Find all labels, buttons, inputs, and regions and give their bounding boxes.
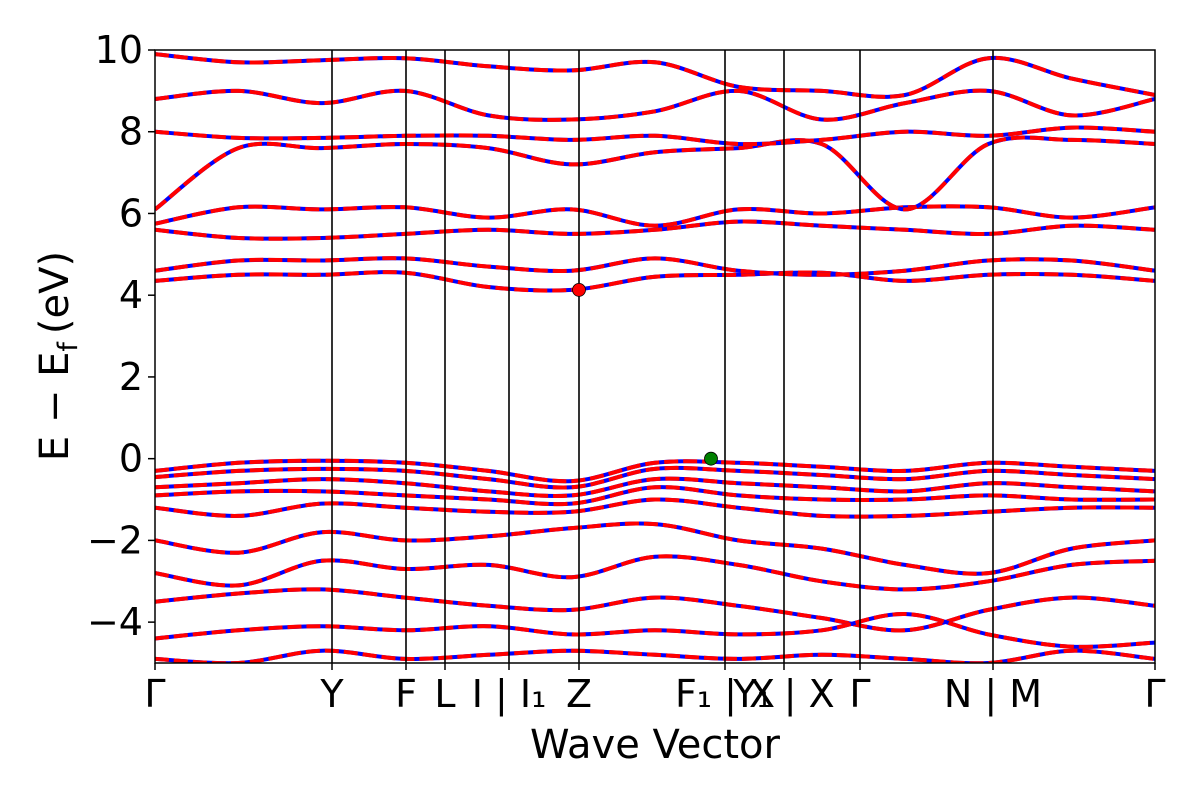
band-line-down [155,204,1155,228]
band-line-down [155,256,1155,277]
y-tick-label: 6 [119,191,143,235]
band-line-down [155,88,1155,122]
y-tick-label: 10 [95,28,143,72]
band-edge-markers [572,282,718,466]
y-tick-label: 0 [119,437,143,481]
y-tick-label: 8 [119,110,143,154]
band-line-up [155,554,1155,592]
band-line-down [155,465,1155,490]
band-line-down [155,611,1155,649]
y-axis-label-unit: (eV) [32,251,78,334]
y-tick-label: −4 [87,600,143,644]
plot-frame [154,49,1156,664]
x-tick-label: Y₁ | X [732,672,834,717]
x-tick-label: F₁ | X [675,672,775,717]
x-axis-label: Wave Vector [530,722,781,768]
band-line-up [155,648,1155,663]
x-tick-label: Γ [1144,672,1165,716]
x-tick-label: Γ [849,672,870,716]
y-tick-label: 2 [119,355,143,399]
x-tick-label: Γ [144,672,165,716]
x-tick-label: I | I₁ [472,672,547,717]
band-line-down [155,135,1155,212]
band-line-down [155,476,1155,498]
band-lines [155,52,1155,663]
x-tick-label: Z [566,672,592,716]
x-tick-label: N | M [944,672,1042,717]
band-line-down [155,648,1155,663]
band-edge-marker [572,282,586,297]
x-tick-label: F [395,672,417,716]
band-line-down [155,458,1155,484]
x-tick-label: L [434,672,455,716]
band-line-down [155,521,1155,576]
y-axis-label-main: E − E [32,352,78,462]
y-axis-label: E − Ef (eV) [32,251,84,461]
band-line-up [155,485,1155,507]
band-line-down [155,587,1155,633]
band-line-down [155,554,1155,592]
y-axis-label-sub: f [53,341,84,352]
band-line-down [155,125,1155,147]
y-tick-label: 4 [119,273,143,317]
x-tick-label: Y [319,672,344,716]
band-line-down [155,497,1155,519]
band-edge-marker [704,451,718,466]
band-line-up [155,497,1155,519]
band-line-up [155,587,1155,633]
band-line-down [155,219,1155,241]
y-tick-label: −2 [87,518,143,562]
kpoint-lines [331,50,994,663]
y-ticks: 10 8 6 4 2 0 −2 −4 [87,28,155,644]
band-line-down [155,52,1155,99]
band-line-down [155,270,1155,293]
band-line-down [155,485,1155,507]
